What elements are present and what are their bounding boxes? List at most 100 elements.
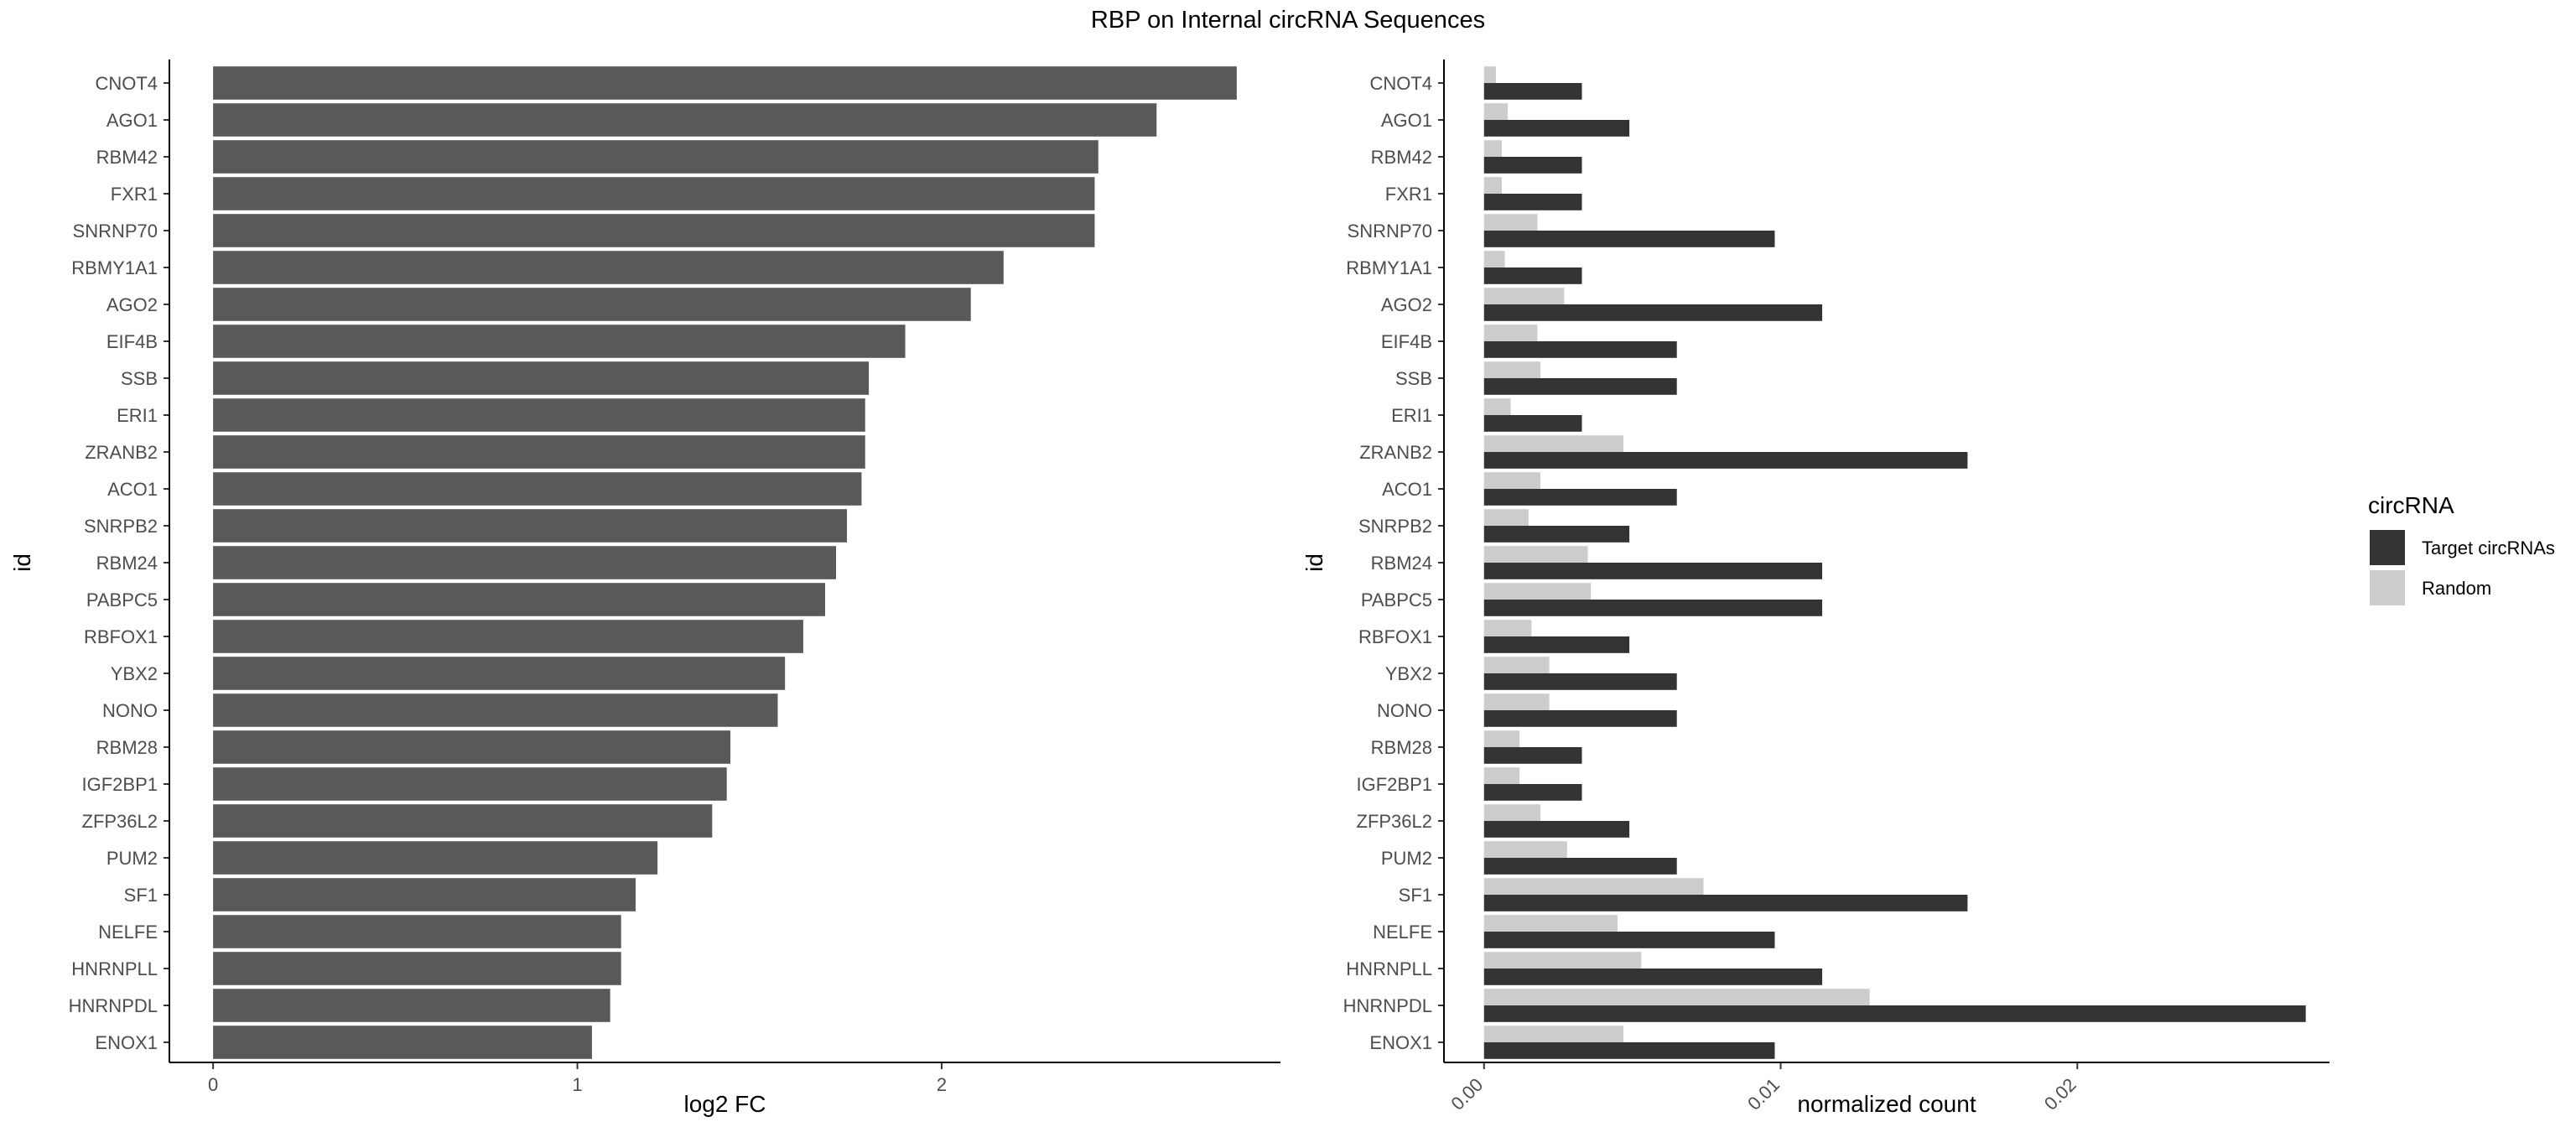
random-bar — [1483, 361, 1540, 378]
random-bar — [1483, 693, 1550, 710]
target-bar — [1483, 267, 1582, 284]
y-tick-label: NONO — [1377, 700, 1432, 721]
random-bar — [1483, 398, 1511, 415]
y-tick-label: HNRNPDL — [1343, 995, 1432, 1016]
target-bar — [1483, 341, 1677, 358]
legend-label: Target circRNAs — [2422, 538, 2555, 558]
target-bar — [1483, 600, 1823, 616]
log2fc-bar — [213, 325, 906, 358]
y-tick-label: NELFE — [1373, 922, 1432, 943]
y-tick-label: EIF4B — [1381, 331, 1432, 352]
legend: circRNA Target circRNAs Random — [2368, 492, 2555, 605]
random-bar — [1483, 214, 1538, 231]
target-bar — [1483, 120, 1630, 137]
y-tick-label: NONO — [102, 700, 158, 721]
y-tick-label: FXR1 — [1385, 184, 1432, 205]
random-bar — [1483, 952, 1642, 969]
log2fc-bar — [213, 730, 731, 764]
log2fc-bar — [213, 361, 870, 395]
log2fc-bar — [213, 693, 778, 727]
random-bar — [1483, 804, 1540, 821]
y-tick-label: YBX2 — [111, 663, 158, 684]
target-bar — [1483, 710, 1677, 727]
y-axis-title: id — [1301, 553, 1327, 572]
y-tick-label: HNRNPDL — [69, 995, 158, 1016]
target-bar — [1483, 858, 1677, 875]
x-tick-label: 2 — [937, 1074, 947, 1095]
log2fc-bar — [213, 472, 862, 506]
random-bar — [1483, 288, 1565, 304]
y-tick-label: RBM24 — [96, 553, 158, 574]
target-bar — [1483, 673, 1677, 690]
y-tick-label: PABPC5 — [86, 589, 158, 610]
y-tick-label: ZFP36L2 — [82, 811, 158, 832]
random-bar — [1483, 66, 1496, 83]
target-bar — [1483, 304, 1823, 321]
log2fc-bar — [213, 878, 636, 911]
y-tick-label: SNRPB2 — [1358, 516, 1432, 537]
log2fc-bar — [213, 1026, 592, 1059]
y-tick-label: ZFP36L2 — [1357, 811, 1433, 832]
x-axis-title: log2 FC — [683, 1091, 766, 1117]
chart-title: RBP on Internal circRNA Sequences — [1091, 7, 1485, 34]
target-bar — [1483, 231, 1775, 247]
target-bar — [1483, 83, 1582, 100]
y-tick-label: HNRNPLL — [71, 958, 158, 979]
y-tick-label: SSB — [1395, 368, 1432, 389]
random-bar — [1483, 767, 1520, 784]
legend-swatch — [2370, 530, 2405, 565]
log2fc-bar — [213, 214, 1095, 247]
target-bar — [1483, 415, 1582, 432]
random-bar — [1483, 546, 1588, 563]
x-tick-label: 0.01 — [1743, 1074, 1784, 1114]
y-tick-label: CNOT4 — [1369, 73, 1432, 94]
target-bar — [1483, 747, 1582, 764]
y-tick-label: AGO2 — [106, 294, 158, 315]
random-bar — [1483, 1026, 1624, 1042]
y-tick-label: ACO1 — [107, 479, 158, 500]
y-tick-label: NELFE — [98, 922, 158, 943]
random-bar — [1483, 620, 1532, 636]
random-bar — [1483, 730, 1520, 747]
log2fc-bar — [213, 177, 1095, 210]
random-bar — [1483, 657, 1550, 673]
y-tick-label: CNOT4 — [95, 73, 158, 94]
target-bar — [1483, 378, 1677, 395]
log2fc-bar — [213, 435, 865, 469]
log2fc-bar — [213, 657, 786, 690]
legend-swatch — [2370, 570, 2405, 605]
random-bar — [1483, 177, 1502, 194]
y-tick-label: AGO2 — [1381, 294, 1432, 315]
random-bar — [1483, 103, 1509, 120]
target-bar — [1483, 821, 1630, 838]
y-tick-label: ERI1 — [1391, 405, 1432, 426]
y-tick-label: EIF4B — [106, 331, 158, 352]
y-tick-label: PABPC5 — [1361, 589, 1432, 610]
log2fc-bar — [213, 103, 1157, 137]
y-tick-label: RBM42 — [1371, 147, 1432, 168]
log2fc-bar — [213, 583, 825, 616]
target-bar — [1483, 526, 1630, 543]
target-bar — [1483, 563, 1823, 579]
y-tick-label: IGF2BP1 — [82, 774, 158, 795]
y-tick-label: SNRPB2 — [84, 516, 158, 537]
log2fc-bar — [213, 804, 713, 838]
y-tick-label: SF1 — [1399, 885, 1432, 906]
target-bar — [1483, 452, 1968, 469]
y-tick-label: RBM42 — [96, 147, 158, 168]
y-tick-label: PUM2 — [106, 848, 158, 869]
y-tick-label: ERI1 — [117, 405, 158, 426]
random-bar — [1483, 472, 1540, 489]
y-tick-label: ENOX1 — [1369, 1032, 1432, 1053]
log2fc-bar — [213, 915, 621, 948]
random-bar — [1483, 435, 1624, 452]
random-bar — [1483, 325, 1538, 341]
target-bar — [1483, 1005, 2306, 1022]
x-tick-label: 0.02 — [2040, 1074, 2080, 1114]
y-tick-label: RBM24 — [1371, 553, 1432, 574]
log2fc-bar — [213, 140, 1098, 174]
log2fc-bar — [213, 251, 1004, 284]
random-bar — [1483, 509, 1529, 526]
normalized-count-panel: CNOT4 AGO1 RBM42 FXR1 SNRNP70 RBMY1A1 AGO2 EIF4… — [1301, 60, 2329, 1117]
log2fc-bar — [213, 398, 865, 432]
